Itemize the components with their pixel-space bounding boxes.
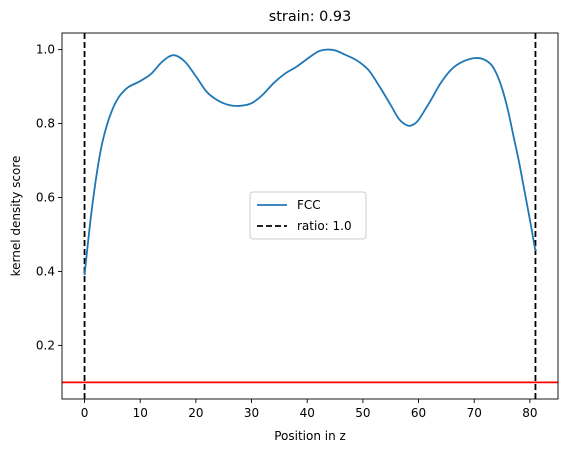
x-tick-label: 40 [300,406,315,420]
x-tick-label: 10 [133,406,148,420]
x-tick-label: 80 [522,406,537,420]
legend: FCC ratio: 1.0 [249,191,367,240]
x-tick-label: 30 [244,406,259,420]
plot-frame [61,32,559,400]
x-tick-label: 50 [355,406,370,420]
legend-box [249,191,367,240]
y-tick-label: 0.6 [36,191,55,205]
x-axis-ticks: 0 10 20 30 40 50 60 70 80 [81,399,538,420]
x-tick-label: 0 [81,406,89,420]
series-line-fcc [83,48,537,276]
chart-title: strain: 0.93 [269,9,351,25]
x-tick-label: 60 [411,406,426,420]
legend-label-ratio: ratio: 1.0 [297,219,352,233]
legend-label-fcc: FCC [297,198,321,212]
y-tick-label: 1.0 [36,43,55,57]
plot-area [62,33,558,399]
x-tick-label: 70 [467,406,482,420]
x-tick-label: 20 [188,406,203,420]
x-axis-label: Position in z [274,429,346,443]
y-tick-label: 0.4 [36,264,55,278]
y-tick-label: 0.8 [36,117,55,131]
y-axis-label: kernel density score [9,156,23,277]
reference-lines [62,33,558,399]
y-tick-label: 0.2 [36,338,55,352]
y-axis-ticks: 0.2 0.4 0.6 0.8 1.0 [36,43,62,352]
series-lines [83,48,537,276]
